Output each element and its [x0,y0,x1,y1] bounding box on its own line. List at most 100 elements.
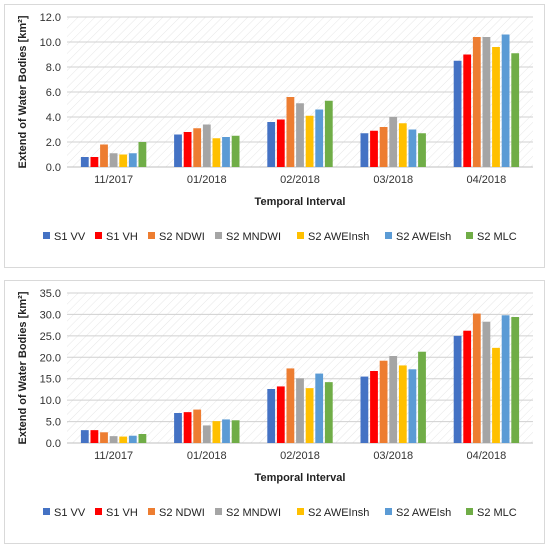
bar-s2-aweinsh [398,123,407,167]
legend-item: S2 AWEInsh [297,231,369,243]
bar-s2-mlc [418,351,426,443]
bar-s1-vv [174,413,182,443]
bar-s2-mlc [231,135,240,167]
bar-s2-mndwi [202,425,211,443]
bar-s1-vv [453,60,462,167]
y-tick-label: 0.0 [46,438,61,450]
y-axis-title: Extend of Water Bodies [km²] [17,15,29,168]
legend-label: S1 VH [106,507,138,519]
legend-item: S2 AWEIsh [385,231,451,243]
bar-s2-aweinsh [492,47,500,167]
y-tick-label: 35.0 [40,288,61,300]
x-tick-label: 03/2018 [373,450,413,462]
y-tick-label: 4.0 [46,112,61,124]
bar-s2-ndwi [286,97,295,167]
bar-s2-aweish [408,369,417,443]
y-tick-label: 25.0 [40,331,61,343]
bar-s2-aweish [128,435,137,443]
bar-s2-mndwi [296,103,304,167]
bar-s2-ndwi [100,144,108,167]
legend-swatch [95,232,102,239]
x-tick-label: 04/2018 [467,174,507,186]
bar-s2-ndwi [379,127,388,167]
y-axis-title: Extend of Water Bodies [km²] [17,291,29,444]
legend-label: S2 MLC [477,507,517,519]
legend-label: S1 VV [54,231,86,243]
legend-item: S2 MNDWI [215,231,281,243]
legend-item: S2 NDWI [148,507,205,519]
bar-s2-mndwi [109,436,118,443]
bar-s1-vv [80,430,89,443]
bar-s2-mlc [138,434,147,443]
bar-s2-ndwi [286,368,295,443]
y-tick-label: 30.0 [40,309,61,321]
legend-swatch [385,508,392,515]
bar-s2-aweish [315,373,324,443]
bar-s2-mndwi [389,356,398,443]
legend-swatch [297,232,304,239]
legend-swatch [297,508,304,515]
y-tick-label: 15.0 [40,374,61,386]
legend-item: S2 MLC [466,231,517,243]
bar-s2-aweinsh [398,365,407,443]
bar-s1-vh [370,371,378,443]
bar-s1-vv [360,133,369,167]
bar-s1-vh [183,132,192,167]
y-tick-label: 8.0 [46,62,61,74]
legend-item: S2 AWEInsh [297,507,369,519]
y-tick-label: 5.0 [46,417,61,429]
x-axis-title: Temporal Interval [255,472,346,484]
bar-s2-mndwi [202,124,211,167]
bar-s1-vh [183,412,192,443]
bar-s2-mlc [324,100,333,167]
legend-swatch [95,508,102,515]
y-tick-label: 6.0 [46,87,61,99]
bar-s2-aweish [501,315,510,443]
legend-label: S2 NDWI [159,507,205,519]
legend-label: S2 MNDWI [226,231,281,243]
bar-s2-ndwi [193,128,202,167]
bar-s2-mlc [231,420,240,443]
legend-swatch [148,232,155,239]
bar-s2-aweinsh [305,388,314,443]
bar-s2-mlc [511,53,520,167]
legend-label: S1 VH [106,231,138,243]
legend-swatch [148,508,155,515]
bar-s1-vh [370,130,378,167]
x-tick-label: 03/2018 [373,174,413,186]
legend-item: S2 MNDWI [215,507,281,519]
x-tick-label: 02/2018 [280,450,320,462]
bar-s2-aweinsh [212,421,221,443]
legend-swatch [43,232,50,239]
legend-item: S2 MLC [466,507,517,519]
y-tick-label: 20.0 [40,352,61,364]
legend-swatch [385,232,392,239]
bar-s1-vh [90,430,99,443]
x-tick-label: 01/2018 [187,174,227,186]
bar-s1-vv [360,376,369,443]
legend-label: S2 AWEInsh [308,507,369,519]
bar-s1-vh [463,330,472,443]
legend-item: S1 VH [95,231,138,243]
x-tick-label: 01/2018 [187,450,227,462]
bar-s2-ndwi [193,409,202,443]
legend-swatch [466,232,473,239]
bar-s2-ndwi [379,360,388,443]
bar-s2-aweish [315,109,324,167]
bar-s2-ndwi [100,432,108,443]
y-tick-label: 10.0 [40,395,61,407]
legend-item: S2 NDWI [148,231,205,243]
bar-s1-vh [276,386,285,443]
bar-s2-ndwi [472,37,481,167]
bar-s1-vh [90,157,99,167]
bar-s2-mndwi [389,117,398,167]
x-tick-label: 11/2017 [94,450,133,462]
bar-s2-aweish [222,137,230,167]
legend-label: S2 AWEIsh [396,231,451,243]
bar-s2-mndwi [482,37,491,167]
legend-swatch [215,232,222,239]
bar-s1-vv [267,389,276,443]
legend-label: S2 AWEIsh [396,507,451,519]
legend-item: S1 VV [43,231,86,243]
bar-s2-mlc [418,133,426,167]
